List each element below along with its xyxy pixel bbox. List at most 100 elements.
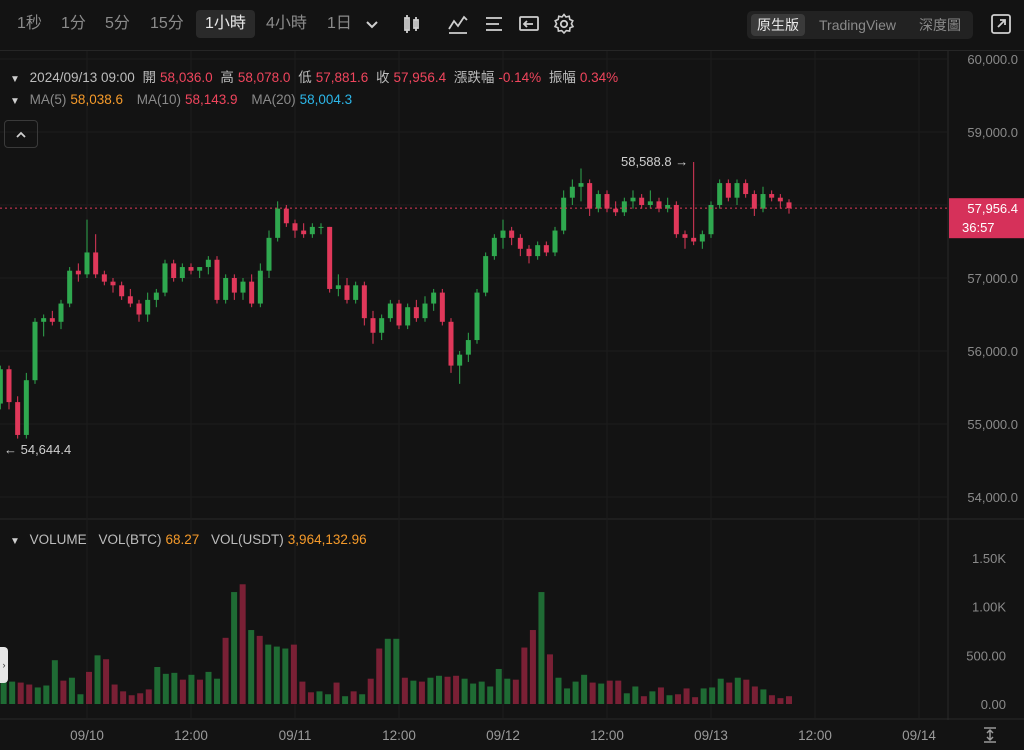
volume-bar (137, 693, 144, 704)
open-label: 開 (142, 70, 157, 85)
volume-bar (555, 677, 562, 704)
volume-bar (393, 638, 400, 704)
chevron-down-icon[interactable]: ▼ (10, 536, 20, 547)
candle-body (179, 267, 185, 278)
volume-bar (51, 660, 58, 704)
gear-icon[interactable] (552, 12, 576, 36)
candle-body (119, 285, 125, 297)
time-tick-label: 09/10 (70, 728, 104, 743)
candle-body (535, 245, 541, 257)
volume-bar (649, 691, 656, 704)
candle-body (474, 292, 480, 341)
candle-body (708, 205, 714, 235)
candle-type-icon[interactable] (400, 12, 424, 36)
collapse-legend-button[interactable] (4, 120, 38, 148)
candle-body (569, 186, 575, 198)
indicator-icon[interactable] (446, 12, 470, 36)
candle-body (153, 292, 159, 300)
candle-body (604, 194, 610, 209)
candle-body (136, 303, 142, 315)
volume-bar (615, 680, 622, 704)
amplitude-value: 0.34% (579, 70, 619, 85)
candle-body (422, 303, 428, 319)
candle-body (587, 183, 593, 209)
candle-body (197, 267, 203, 271)
volume-bar (9, 681, 16, 704)
chevron-down-icon[interactable] (362, 14, 382, 34)
volume-bar (700, 688, 707, 704)
side-panel-toggle[interactable]: › (0, 647, 8, 683)
vol-usdt-value: 3,964,132.96 (287, 532, 367, 547)
candle-body (491, 237, 497, 257)
chevron-down-icon[interactable]: ▼ (10, 96, 20, 107)
ohlc-legend: ▼ 2024/09/13 09:00 開 58,036.0 高 58,078.0 低… (10, 66, 622, 86)
timeframe-5m[interactable]: 5分 (105, 15, 130, 32)
candle-body (379, 318, 385, 333)
candle-body (223, 278, 229, 300)
volume-bar (683, 688, 690, 704)
candle-body (75, 270, 81, 275)
axes: 60,000.059,000.058,000.057,000.056,000.0… (70, 52, 1018, 743)
tab-tradingview[interactable]: TradingView (819, 17, 897, 33)
volume-bar (726, 682, 733, 704)
timeframe-1m[interactable]: 1分 (61, 15, 86, 32)
volume-title: VOLUME (29, 532, 87, 547)
fullscreen-icon[interactable] (989, 12, 1013, 36)
timeframe-4h[interactable]: 4小時 (266, 15, 307, 32)
volume-bar (273, 646, 280, 704)
ma20-label: MA(20) (251, 92, 296, 107)
volume-bar (512, 679, 519, 704)
candle-body (483, 256, 489, 293)
candle-body (145, 299, 151, 315)
candle-body (327, 226, 333, 289)
candle-body (171, 263, 177, 278)
high-value: 58,078.0 (237, 70, 291, 85)
volume-bar (564, 688, 571, 704)
chevron-down-icon[interactable]: ▼ (10, 74, 20, 85)
candle-body (266, 237, 272, 271)
candle-body (301, 230, 307, 235)
candle-body (621, 201, 627, 213)
volume-bar (214, 678, 221, 704)
candle-body (717, 183, 723, 205)
volume-bar (196, 679, 203, 704)
candle-body (344, 285, 350, 300)
volume-bar (384, 638, 391, 704)
candle-body (370, 318, 376, 333)
list-settings-icon[interactable] (482, 12, 506, 36)
candle-body (32, 321, 38, 381)
open-value: 58,036.0 (160, 70, 213, 85)
candle-body (188, 267, 194, 271)
candle-body (275, 208, 281, 238)
volume-bar (171, 672, 178, 704)
volume-bar (367, 678, 374, 704)
volume-bar (188, 674, 195, 704)
volume-bar (572, 681, 579, 704)
scale-reset-icon[interactable] (982, 726, 998, 744)
candle-body (6, 369, 12, 403)
volume-bar (145, 689, 152, 704)
change-value: -0.14% (498, 70, 542, 85)
replay-icon[interactable] (517, 12, 541, 36)
price-tick-label: 55,000.0 (967, 417, 1018, 432)
timeframe-1h[interactable]: 1小時 (196, 10, 255, 38)
volume-bar (376, 648, 383, 704)
candle-body (58, 303, 64, 322)
volume-bar (0, 673, 7, 704)
candle-body (656, 201, 662, 209)
volume-bar (68, 677, 75, 704)
volume-bar (487, 686, 494, 704)
tab-native[interactable]: 原生版 (751, 14, 805, 36)
time-tick-label: 12:00 (174, 728, 208, 743)
timeframe-1s[interactable]: 1秒 (17, 15, 42, 32)
candle-body (93, 252, 99, 275)
high-label: 高 (220, 70, 234, 85)
candle-body (725, 183, 731, 198)
tab-depth[interactable]: 深度圖 (919, 17, 961, 33)
volume-legend: ▼ VOLUME VOL(BTC) 68.27 VOL(USDT) 3,964,13… (10, 532, 371, 547)
timeframe-15m[interactable]: 15分 (150, 15, 184, 32)
time-tick-label: 09/12 (486, 728, 520, 743)
vol-btc-label: VOL(BTC) (98, 532, 162, 547)
timeframe-1d[interactable]: 1日 (327, 15, 352, 32)
